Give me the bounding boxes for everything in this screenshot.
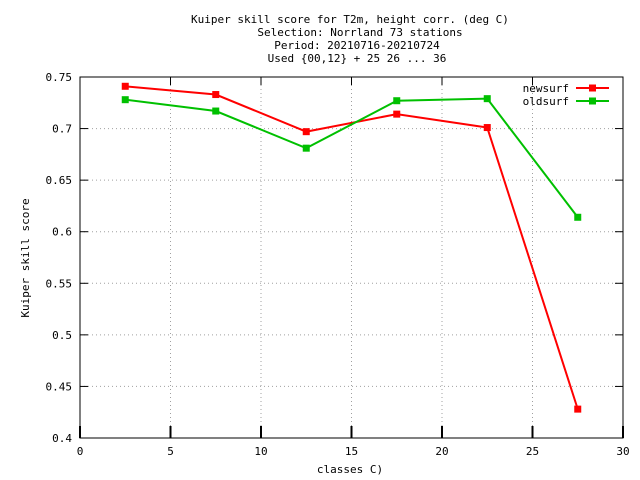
series-newsurf [121,82,582,413]
legend-marker [589,84,596,92]
grid [80,77,623,438]
legend-marker [589,97,596,105]
y-tick-label: 0.75 [46,71,73,84]
y-axis-label: Kuiper skill score [19,198,32,317]
legend-label: newsurf [523,82,569,95]
data-point [302,128,310,136]
data-point [393,97,401,105]
y-tick-label: 0.5 [52,329,72,342]
title-line-4: Used {00,12} + 25 26 ... 36 [268,52,447,65]
data-point [121,96,129,104]
chart-title: Kuiper skill score for T2m, height corr.… [191,13,509,65]
series-line [125,97,579,218]
x-tick-label: 10 [254,445,267,458]
x-tick-label: 0 [77,445,84,458]
y-tick-label: 0.65 [46,174,73,187]
y-tick-label: 0.4 [52,432,72,445]
y-tick-label: 0.6 [52,226,72,239]
x-tick-label: 20 [435,445,448,458]
legend-item-newsurf: newsurf [523,82,609,95]
series-line [125,85,579,410]
y-tick-label: 0.45 [46,380,73,393]
title-line-2: Selection: Norrland 73 stations [257,26,462,39]
x-tick-label: 5 [167,445,174,458]
axis-ticks: 0.4 0.45 0.5 0.55 0.6 0.65 0.7 0.75 0 5 10 15 20 25 30 [46,71,630,458]
legend-label: oldsurf [523,95,569,108]
title-line-3: Period: 20210716-20210724 [274,39,440,52]
data-point [574,213,582,221]
data-point [483,124,491,132]
data-point [212,91,220,99]
data-point [212,107,220,115]
data-point [302,144,310,152]
y-tick-label: 0.55 [46,277,73,290]
data-point [483,95,491,103]
x-tick-label: 25 [526,445,539,458]
x-tick-label: 30 [616,445,629,458]
data-point [121,82,129,90]
y-tick-label: 0.7 [52,123,72,136]
series-oldsurf [121,95,582,221]
legend-item-oldsurf: oldsurf [523,95,609,108]
data-point [574,405,582,413]
series [121,82,582,413]
title-line-1: Kuiper skill score for T2m, height corr.… [191,13,509,26]
x-tick-label: 15 [345,445,358,458]
x-axis-label: classes C) [317,463,383,476]
data-point [393,110,401,118]
